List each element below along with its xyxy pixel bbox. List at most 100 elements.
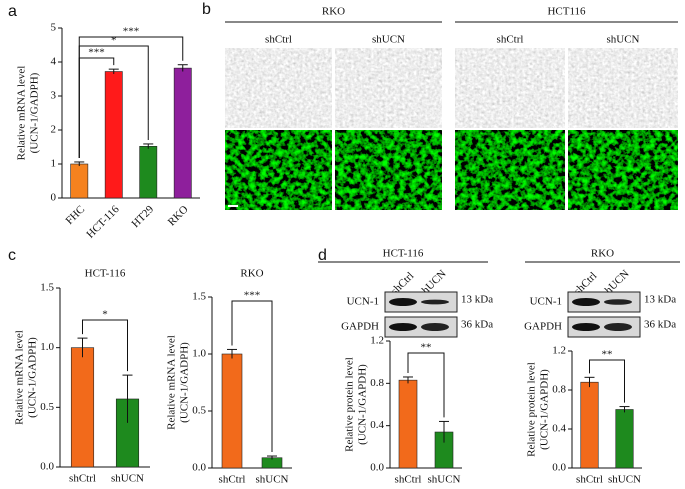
y-tick-label: 1.0 <box>192 348 206 360</box>
band-label: UCN-1 <box>347 296 379 308</box>
fluorescence-image <box>225 130 332 210</box>
bar <box>398 379 418 469</box>
x-tick-label: shUCN <box>111 473 144 485</box>
fluorescence-image <box>568 130 678 210</box>
blot-title: RKO <box>591 248 614 260</box>
y-tick-label: 0.5 <box>192 405 206 417</box>
y-axis-label: Relative mRNA level <box>166 335 178 430</box>
blot-band <box>421 323 449 331</box>
error-bar <box>439 420 449 443</box>
blot-band <box>604 323 632 331</box>
error-bar <box>122 374 133 423</box>
y-tick-label: 0.8 <box>552 384 566 396</box>
y-axis-label: Relative protein level <box>344 357 356 452</box>
band-label: UCN-1 <box>530 296 562 308</box>
y-tick-label: 1 <box>51 158 57 170</box>
y-tick-label: 1.2 <box>552 345 566 357</box>
significance-bracket <box>407 352 445 418</box>
band-size: 13 kDa <box>461 294 493 306</box>
y-axis-label: Relative mRNA level <box>16 66 28 161</box>
fluorescence-image <box>455 130 565 210</box>
blot-title: HCT-116 <box>383 248 424 260</box>
x-tick-label: shCtrl <box>219 474 246 486</box>
x-tick-label: shUCN <box>608 474 641 486</box>
significance-label: ** <box>602 349 613 361</box>
condition-label: shCtrl <box>497 34 524 46</box>
significance-label: * <box>111 35 117 47</box>
significance-label: ** <box>421 342 432 354</box>
y-axis-label: (UCN-1/GAPDH) <box>357 364 369 445</box>
y-axis-label: (UCN-1/GADPH) <box>179 342 191 423</box>
error-bar <box>77 337 88 358</box>
brightfield-image <box>455 48 565 128</box>
group-label: RKO <box>322 6 345 18</box>
bar <box>221 353 243 469</box>
y-tick-label: 0 <box>51 192 57 204</box>
band-size: 13 kDa <box>644 294 676 306</box>
panel-label: a <box>8 3 17 20</box>
chart-title: HCT-116 <box>85 268 126 280</box>
x-tick-label: HT29 <box>130 203 157 230</box>
error-bar <box>267 455 277 460</box>
bar <box>70 163 89 199</box>
y-tick-label: 1.5 <box>192 291 206 303</box>
bar <box>580 381 599 469</box>
y-axis-label: Relative mRNA level <box>14 330 26 425</box>
y-axis-label: (UCN-1/GADPH) <box>29 72 41 153</box>
band-label: GAPDH <box>341 321 379 333</box>
brightfield-image <box>568 48 678 128</box>
fluorescence-image <box>335 130 442 210</box>
bar <box>70 347 95 468</box>
y-tick-label: 0.0 <box>370 462 384 474</box>
blot-band <box>572 323 600 331</box>
y-tick-label: 0.0 <box>552 462 566 474</box>
y-tick-label: 1.5 <box>40 282 54 294</box>
error-bar <box>74 161 85 167</box>
chart-title: RKO <box>240 268 263 280</box>
blot-band <box>604 299 632 305</box>
bar <box>139 146 158 199</box>
bar <box>104 71 123 199</box>
band-size: 36 kDa <box>461 319 493 331</box>
y-tick-label: 0.0 <box>40 461 54 473</box>
blot-band <box>389 298 417 306</box>
x-tick-label: shUCN <box>427 474 460 486</box>
band-label: GAPDH <box>524 321 562 333</box>
panel-label: b <box>202 1 211 18</box>
blot-band <box>421 299 449 305</box>
significance-bracket <box>589 359 625 403</box>
significance-label: *** <box>244 290 261 302</box>
significance-label: *** <box>123 26 140 38</box>
panel-label: c <box>8 247 16 264</box>
x-tick-label: shCtrl <box>395 474 422 486</box>
x-tick-label: HCT-116 <box>84 203 122 241</box>
condition-label: shCtrl <box>265 34 292 46</box>
error-bar <box>143 143 154 149</box>
y-axis-label: (UCN-1/GADPH) <box>27 337 39 418</box>
condition-label: shUCN <box>606 34 639 46</box>
brightfield-image <box>225 48 332 128</box>
y-tick-label: 4 <box>51 56 57 68</box>
significance-bracket <box>78 36 184 158</box>
y-tick-label: 1.2 <box>370 335 384 347</box>
y-tick-label: 0.4 <box>552 423 566 435</box>
y-tick-label: 0.5 <box>40 401 54 413</box>
x-tick-label: shCtrl <box>576 474 603 486</box>
y-axis-label: Relative protein level <box>526 362 538 457</box>
blot-band <box>572 298 600 306</box>
y-tick-label: 0.0 <box>192 462 206 474</box>
y-tick-label: 2 <box>51 124 57 136</box>
error-bar <box>227 348 237 359</box>
blot-band <box>389 323 417 331</box>
significance-label: *** <box>88 47 105 59</box>
y-tick-label: 5 <box>51 22 57 34</box>
y-tick-label: 3 <box>51 90 57 102</box>
error-bar <box>403 376 413 384</box>
y-tick-label: 0.8 <box>370 377 384 389</box>
condition-label: shUCN <box>372 34 405 46</box>
error-bar <box>584 376 595 388</box>
panel-label: d <box>318 247 327 264</box>
y-tick-label: 1.0 <box>40 341 54 353</box>
x-tick-label: shCtrl <box>69 473 96 485</box>
